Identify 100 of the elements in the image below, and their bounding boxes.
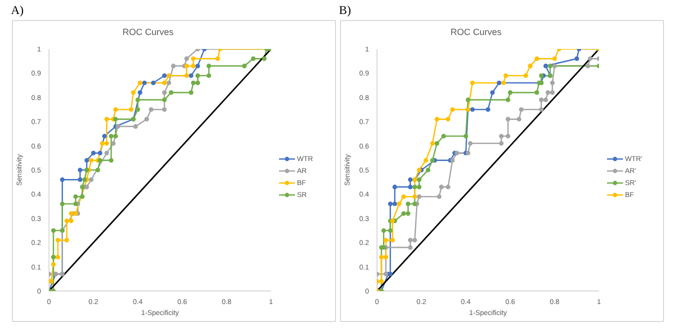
point bbox=[78, 177, 82, 182]
point bbox=[56, 238, 60, 242]
point bbox=[416, 177, 422, 182]
point bbox=[162, 98, 167, 102]
point bbox=[552, 56, 557, 61]
point bbox=[388, 228, 393, 233]
point bbox=[412, 202, 418, 206]
point bbox=[64, 218, 70, 224]
point bbox=[188, 73, 194, 78]
point bbox=[191, 56, 196, 61]
point bbox=[543, 98, 548, 102]
point bbox=[104, 141, 110, 146]
point bbox=[434, 141, 440, 146]
point bbox=[262, 56, 267, 61]
point bbox=[406, 211, 410, 216]
point bbox=[446, 184, 450, 190]
point bbox=[408, 184, 413, 190]
point bbox=[534, 90, 540, 95]
point bbox=[162, 107, 167, 112]
point bbox=[436, 194, 442, 199]
text: A) bbox=[11, 3, 24, 18]
point bbox=[104, 150, 110, 156]
point bbox=[184, 56, 189, 61]
point bbox=[519, 107, 524, 112]
point bbox=[499, 134, 504, 138]
point bbox=[68, 218, 74, 224]
line-series bbox=[49, 49, 271, 291]
point bbox=[80, 194, 85, 199]
point bbox=[131, 90, 136, 95]
point bbox=[60, 202, 65, 206]
point bbox=[546, 90, 550, 95]
point bbox=[78, 168, 82, 172]
point bbox=[538, 107, 544, 112]
point bbox=[191, 64, 196, 68]
point bbox=[142, 80, 147, 86]
point bbox=[144, 116, 149, 122]
point bbox=[148, 107, 154, 112]
point bbox=[195, 73, 200, 78]
point bbox=[111, 141, 116, 146]
point bbox=[412, 238, 418, 242]
point bbox=[104, 116, 110, 122]
point bbox=[468, 141, 473, 146]
point bbox=[108, 158, 114, 163]
point bbox=[424, 158, 428, 163]
point bbox=[60, 177, 65, 182]
point bbox=[242, 64, 247, 68]
point bbox=[416, 168, 422, 172]
point bbox=[206, 73, 212, 78]
point bbox=[396, 202, 402, 206]
point bbox=[138, 90, 142, 95]
point bbox=[138, 80, 142, 86]
point bbox=[588, 56, 592, 61]
point bbox=[401, 211, 406, 216]
point bbox=[188, 90, 194, 95]
chart-title: ROC Curves bbox=[449, 27, 502, 37]
point bbox=[574, 56, 580, 61]
point bbox=[162, 73, 167, 78]
point bbox=[406, 202, 410, 206]
point bbox=[450, 158, 455, 163]
point bbox=[128, 107, 134, 112]
point bbox=[470, 107, 475, 112]
point bbox=[98, 150, 102, 156]
point bbox=[434, 116, 440, 122]
point bbox=[166, 80, 172, 86]
point bbox=[162, 80, 167, 86]
point bbox=[506, 98, 510, 102]
point bbox=[552, 64, 557, 68]
point bbox=[523, 73, 528, 78]
point bbox=[388, 202, 393, 206]
point bbox=[501, 80, 506, 86]
point bbox=[430, 141, 435, 146]
point bbox=[250, 56, 256, 61]
point bbox=[215, 56, 220, 61]
point bbox=[102, 134, 107, 138]
point bbox=[390, 238, 395, 242]
text: B) bbox=[339, 3, 351, 18]
point bbox=[392, 184, 398, 190]
point bbox=[51, 262, 56, 267]
point bbox=[586, 64, 590, 68]
point bbox=[82, 177, 87, 182]
point bbox=[88, 158, 94, 163]
point bbox=[166, 73, 172, 78]
point bbox=[543, 64, 548, 68]
point bbox=[184, 73, 189, 78]
point bbox=[503, 73, 508, 78]
point bbox=[470, 80, 475, 86]
point bbox=[416, 184, 422, 190]
point bbox=[133, 124, 138, 129]
point bbox=[486, 107, 490, 112]
point bbox=[430, 158, 435, 163]
point bbox=[195, 64, 200, 68]
point bbox=[206, 64, 212, 68]
point bbox=[408, 177, 413, 182]
point bbox=[116, 124, 120, 129]
point bbox=[379, 254, 384, 260]
point bbox=[450, 107, 455, 112]
point bbox=[499, 141, 504, 146]
point bbox=[100, 141, 105, 146]
point bbox=[136, 98, 140, 102]
point bbox=[88, 177, 94, 182]
